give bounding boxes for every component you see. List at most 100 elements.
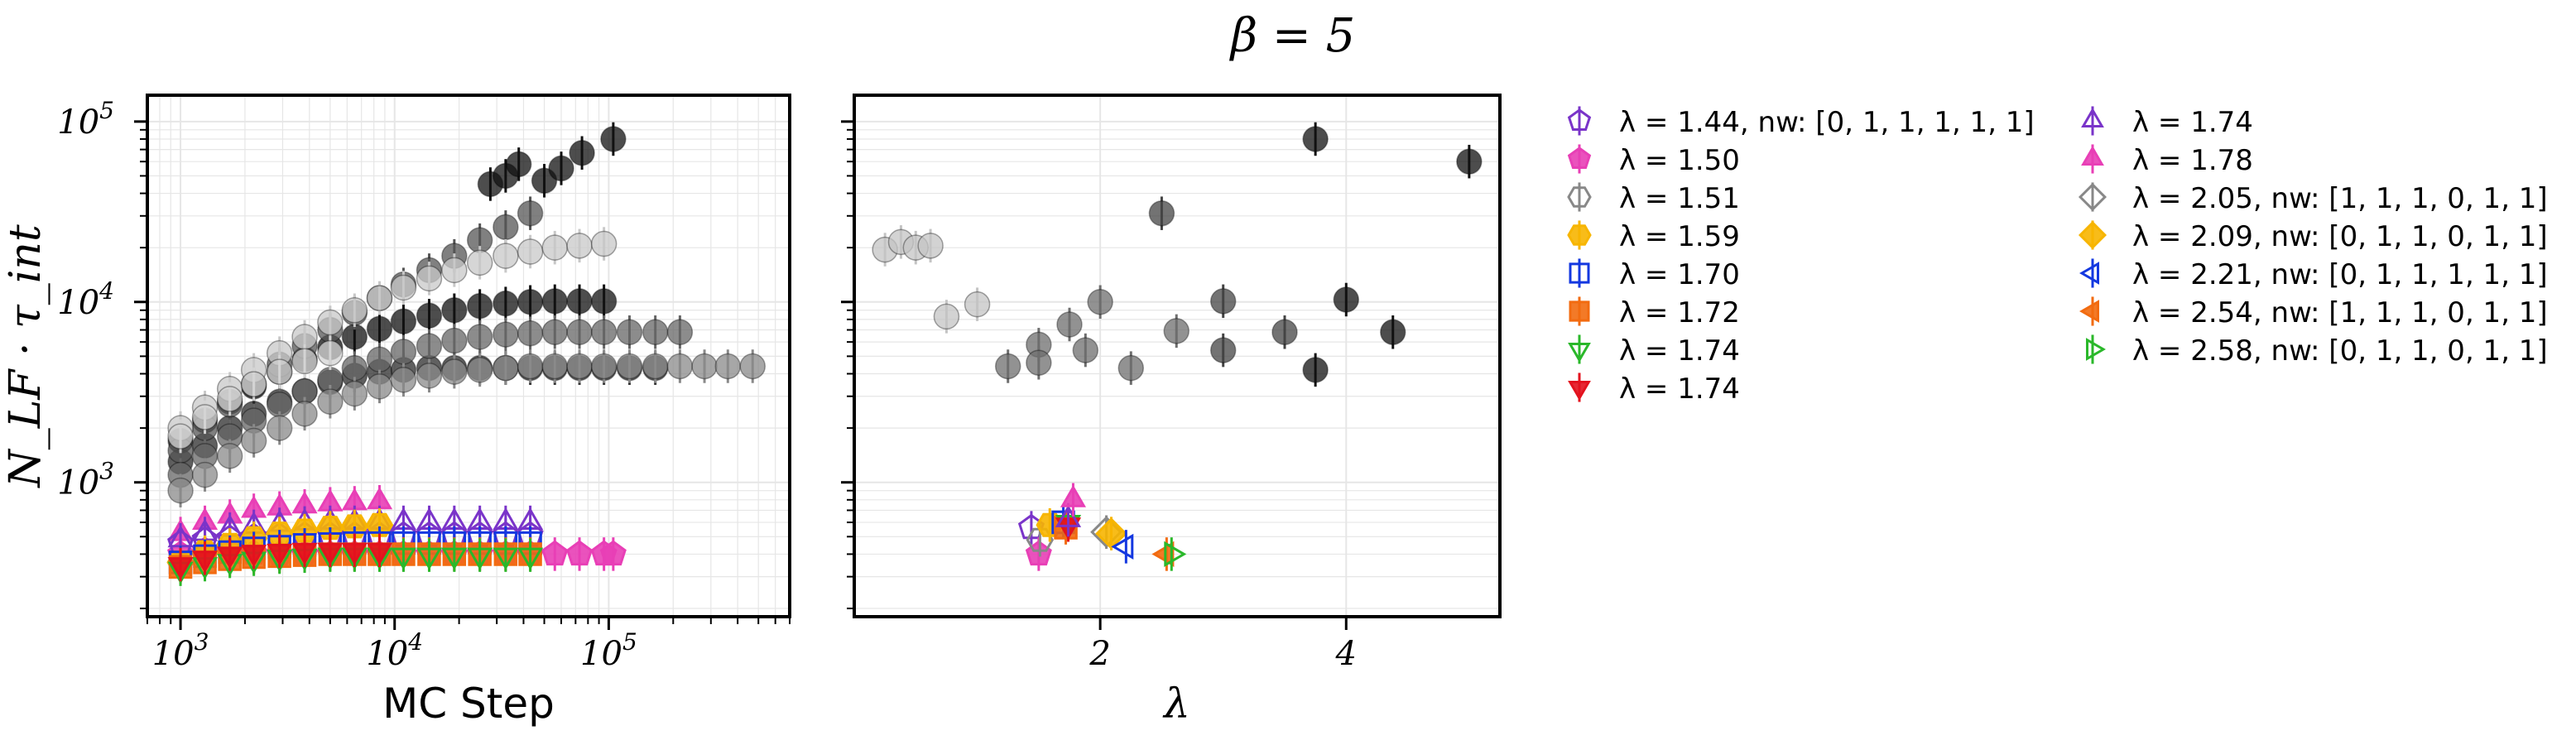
left-point <box>341 380 368 407</box>
legend-marker <box>1567 186 1592 208</box>
left-data <box>166 122 767 586</box>
left-point <box>167 477 194 504</box>
left-point <box>541 288 569 315</box>
left-point <box>691 353 718 380</box>
left-point <box>191 461 219 488</box>
left-point <box>341 354 368 382</box>
left-point <box>466 249 493 276</box>
left-point <box>714 353 742 380</box>
legend-label: λ = 2.58, nw: [0, 1, 1, 0, 1, 1] <box>2132 334 2548 368</box>
left-point <box>366 285 393 311</box>
legend-marker <box>2078 220 2107 250</box>
left-xtick-label: 104 <box>366 628 423 673</box>
left-point <box>517 238 544 265</box>
left-point <box>390 274 417 301</box>
left-point <box>192 550 219 574</box>
left-point <box>191 404 219 430</box>
left-point <box>666 319 694 346</box>
right-point <box>1056 311 1083 338</box>
left-panel: 103 104 105 103 104 105 MC Step N_LF · τ_int <box>1 94 791 728</box>
left-point <box>642 353 669 380</box>
right-panel: 2 4 λ <box>841 94 1502 728</box>
left-point <box>505 151 532 178</box>
left-point <box>600 126 627 152</box>
legend-label: λ = 1.59 <box>1619 220 1740 253</box>
legend-label: λ = 1.74 <box>2132 106 2253 139</box>
right-point <box>1271 319 1298 346</box>
right-point <box>1095 517 1127 550</box>
legend-marker <box>2086 338 2106 361</box>
right-point <box>1060 484 1086 507</box>
left-point <box>365 512 394 537</box>
legend-label: λ = 1.51 <box>1619 182 1740 215</box>
left-point <box>541 540 569 566</box>
left-point <box>466 324 493 350</box>
legend-label: λ = 2.05, nw: [1, 1, 1, 0, 1, 1] <box>2132 182 2548 215</box>
legend-marker <box>2081 146 2104 166</box>
left-point <box>241 545 267 568</box>
left-point <box>416 302 443 329</box>
left-point <box>291 542 318 565</box>
left-point <box>167 423 194 449</box>
left-point <box>317 309 344 336</box>
left-ytick-label: 104 <box>57 277 114 322</box>
right-point <box>1302 126 1329 152</box>
right-point <box>1333 286 1360 313</box>
right-point <box>1111 533 1134 560</box>
legend-label: λ = 1.74 <box>1619 334 1740 368</box>
left-point <box>466 357 493 383</box>
legend-marker <box>1568 381 1591 401</box>
left-point <box>441 257 468 284</box>
left-point <box>517 320 544 347</box>
left-point <box>390 547 416 570</box>
left-point <box>493 354 519 382</box>
legend-marker <box>2079 300 2099 323</box>
legend-label: λ = 2.09, nw: [0, 1, 1, 0, 1, 1] <box>2132 220 2548 253</box>
right-xlabel: λ <box>1162 680 1190 728</box>
left-point <box>390 308 417 335</box>
left-point <box>493 547 519 570</box>
legend-label: λ = 1.72 <box>1619 296 1740 329</box>
left-point <box>266 415 293 441</box>
left-point <box>541 234 569 261</box>
right-point <box>1164 541 1187 567</box>
left-point <box>441 358 468 385</box>
right-frame <box>853 94 1502 618</box>
legend-marker <box>1567 108 1592 131</box>
right-point <box>1055 504 1082 527</box>
left-point <box>541 319 569 346</box>
legend-marker <box>2078 182 2107 212</box>
left-point <box>590 319 618 346</box>
left-point <box>566 288 593 315</box>
figure-title: β = 5 <box>1229 9 1356 63</box>
legend-marker <box>1567 147 1592 169</box>
left-point <box>566 319 593 346</box>
legend-marker <box>1567 224 1592 246</box>
left-point <box>616 353 643 380</box>
legend-label: λ = 1.50 <box>1619 144 1740 177</box>
legend-marker <box>1568 343 1591 363</box>
left-point <box>317 388 344 416</box>
left-point <box>566 540 594 566</box>
left-point <box>366 315 393 342</box>
left-point <box>466 292 493 320</box>
right-point <box>933 303 960 330</box>
right-point <box>994 353 1021 380</box>
left-point <box>291 348 318 374</box>
left-ylabel: N_LF · τ_int <box>1 224 50 489</box>
left-point <box>517 199 544 227</box>
right-point <box>964 291 991 318</box>
legend-label: λ = 1.44, nw: [0, 1, 1, 1, 1, 1] <box>1619 106 2035 139</box>
left-point <box>566 233 593 259</box>
left-xlabel: MC Step <box>382 680 555 728</box>
right-point <box>1151 541 1175 567</box>
left-point <box>467 547 493 570</box>
left-point <box>390 339 417 365</box>
right-point <box>1209 337 1237 363</box>
left-point <box>541 353 569 380</box>
left-point <box>267 543 293 566</box>
left-point <box>517 353 544 380</box>
left-point <box>517 547 544 570</box>
left-point <box>739 353 767 380</box>
